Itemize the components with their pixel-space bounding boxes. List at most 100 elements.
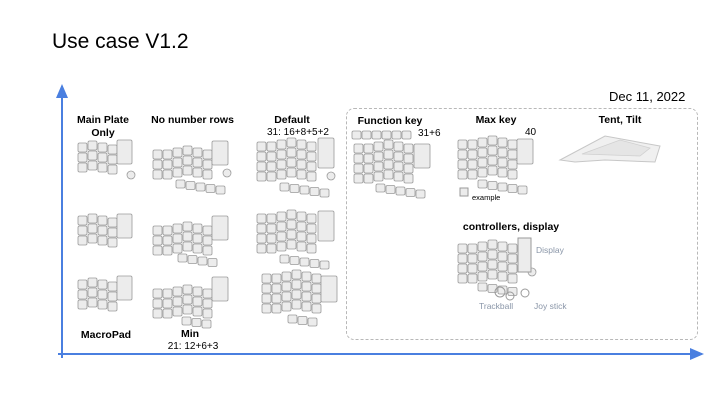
tent-tilt-label: Tent, Tilt <box>598 114 642 126</box>
function-key-key <box>383 139 394 150</box>
controllers-key <box>457 243 468 254</box>
controllers-thumb-key <box>487 284 498 293</box>
min-key <box>162 308 173 319</box>
default-mid-key <box>286 239 297 250</box>
default-thumb-key <box>289 184 300 193</box>
function-key-function-key <box>351 130 362 140</box>
function-key-function-key <box>371 130 382 140</box>
main-plate-encoder <box>126 170 136 180</box>
default-key <box>256 151 267 162</box>
main-plate-key <box>87 160 98 171</box>
no-number-rows-mid-thumb-key <box>187 255 198 264</box>
no-number-rows-mid-key <box>182 221 193 232</box>
macropad-key <box>107 291 118 302</box>
controllers-key <box>477 251 488 262</box>
max-key-key <box>467 159 478 170</box>
default-mid-key <box>276 211 287 222</box>
default-low-key <box>291 269 302 280</box>
default-key <box>296 169 307 180</box>
macropad-key <box>77 279 88 290</box>
function-key-key <box>363 173 374 184</box>
default-mid-key <box>256 243 267 254</box>
controllers-key <box>457 263 468 274</box>
macropad-key <box>77 299 88 310</box>
controllers-key <box>487 239 498 250</box>
max-key-key <box>507 149 518 160</box>
default-low-key <box>261 293 272 304</box>
default-mid-key <box>266 223 277 234</box>
default-key <box>276 149 287 160</box>
controllers-key <box>487 269 498 280</box>
default-low-key <box>281 301 292 312</box>
main-plate-key <box>87 140 98 151</box>
function-key-key <box>383 169 394 180</box>
default-key <box>286 157 297 168</box>
default-key <box>286 137 297 148</box>
default-mid-key <box>276 221 287 232</box>
default-key <box>306 141 317 152</box>
no-number-rows-thumb-key <box>195 182 206 192</box>
default-mid-thumb-key <box>309 259 320 268</box>
max-key-key <box>457 139 468 150</box>
future-features-region <box>346 108 698 340</box>
default-low-key <box>281 291 292 302</box>
max-key-key <box>487 165 498 176</box>
controllers-key <box>457 273 468 284</box>
max-key-key <box>497 167 508 178</box>
max-key-thumb-key <box>517 185 528 195</box>
macropad-key <box>87 287 98 298</box>
controllers-key <box>507 263 518 274</box>
no-number-rows-key <box>172 157 183 168</box>
macropad-key <box>87 277 98 288</box>
tent-tilt-diagram <box>558 135 661 163</box>
default-mid-key <box>306 233 317 244</box>
no-number-rows-mid-key <box>202 235 213 246</box>
default-key <box>276 159 287 170</box>
min-thumb-key <box>201 319 212 329</box>
no-number-rows-mid-key <box>152 225 163 236</box>
function-key-key <box>373 171 384 182</box>
no-number-rows-key <box>152 159 163 170</box>
max-key-key <box>497 147 508 158</box>
default-low-key <box>271 293 282 304</box>
macropad-key <box>107 281 118 292</box>
no-number-rows-mid-key <box>192 243 203 254</box>
default-mid-key <box>286 209 297 220</box>
macropad-mid-key <box>107 237 118 248</box>
no-number-rows-mid-thumb-key <box>207 258 218 267</box>
function-key-key <box>383 149 394 160</box>
function-key-thumb-key <box>415 189 426 199</box>
default-low-key <box>301 271 312 282</box>
macropad-key <box>87 297 98 308</box>
no-number-rows-mid-key <box>172 243 183 254</box>
function-key-key <box>353 173 364 184</box>
default-key <box>256 161 267 172</box>
joystick-label: Joy stick <box>534 301 567 311</box>
min-key <box>172 286 183 297</box>
no-number-rows-mid-key <box>152 245 163 256</box>
display-label: Display <box>536 245 564 255</box>
no-number-rows-key <box>192 157 203 168</box>
default-low-key <box>291 289 302 300</box>
main-plate-key <box>77 152 88 163</box>
no-number-rows-key <box>152 169 163 180</box>
default-key <box>266 151 277 162</box>
function-key-key <box>393 161 404 172</box>
default-mid-thumb-key <box>319 260 330 270</box>
default-low-key <box>311 303 322 314</box>
page-title: Use case V1.2 <box>52 30 189 53</box>
controllers-key <box>497 251 508 262</box>
macropad-key <box>97 279 108 290</box>
default-key <box>276 169 287 180</box>
default-mid-key <box>286 219 297 230</box>
default-low-thumb-key <box>297 316 308 325</box>
max-key-thumb-key <box>497 182 508 192</box>
no-number-rows-key <box>202 159 213 170</box>
min-thumb-key <box>191 318 202 327</box>
main-plate-key <box>107 144 118 155</box>
min-key <box>172 306 183 317</box>
controllers-key <box>467 273 478 284</box>
macropad-mid-key <box>107 217 118 228</box>
min-label: Min <box>180 328 200 340</box>
